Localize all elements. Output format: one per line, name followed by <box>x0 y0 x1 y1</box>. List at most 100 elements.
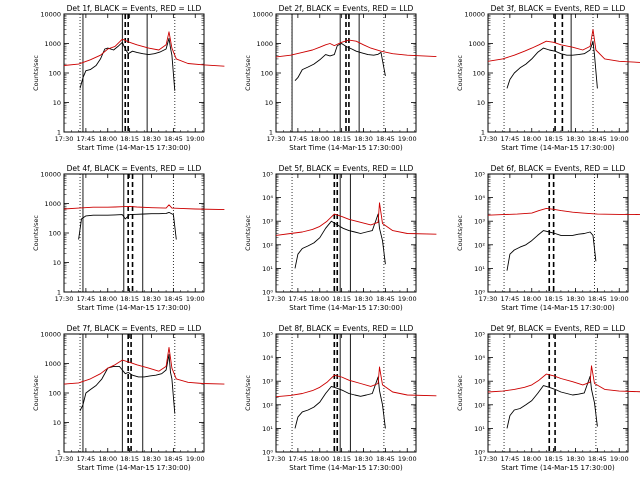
series-line-events <box>294 43 386 82</box>
y-tick-label: 10000 <box>40 331 61 339</box>
chart-title: Det 5f, BLACK = Events, RED = LLD <box>279 164 414 173</box>
plot-frame <box>487 173 629 293</box>
x-tick-label: 17:30 <box>479 135 498 143</box>
chart-title: Det 6f, BLACK = Events, RED = LLD <box>491 164 626 173</box>
y-axis-label: Counts/sec <box>244 215 252 251</box>
x-tick-label: 18:00 <box>98 135 117 143</box>
x-axis-label: Start Time (14-Mar-15 17:30:00) <box>289 144 403 152</box>
x-tick-label: 19:00 <box>398 295 417 303</box>
series-line-lld <box>275 366 437 398</box>
x-tick-label: 17:45 <box>77 135 96 143</box>
x-tick-label: 17:45 <box>501 455 520 463</box>
y-tick-label: 10⁴ <box>474 194 485 202</box>
x-tick-label: 18:45 <box>376 455 395 463</box>
x-tick-label: 18:45 <box>588 135 607 143</box>
series-line-lld <box>63 346 225 385</box>
series-line-events <box>79 354 176 414</box>
y-tick-label: 1000 <box>468 40 485 48</box>
series-line-lld <box>487 365 640 393</box>
x-tick-label: 18:00 <box>310 455 329 463</box>
y-tick-label: 10⁴ <box>262 194 273 202</box>
y-axis-label: Counts/sec <box>32 55 40 91</box>
x-tick-label: 18:00 <box>98 295 117 303</box>
series-line-lld <box>275 202 437 236</box>
chart-title: Det 4f, BLACK = Events, RED = LLD <box>67 164 202 173</box>
chart-panel-4: Det 4f, BLACK = Events, RED = LLD 17:30 17… <box>32 164 225 312</box>
x-tick-label: 18:15 <box>332 295 351 303</box>
x-tick-label: 18:45 <box>376 135 395 143</box>
y-tick-label: 10² <box>474 401 485 409</box>
y-axis-label: Counts/sec <box>32 375 40 411</box>
y-tick-label: 1 <box>57 289 61 297</box>
y-tick-label: 1 <box>481 129 485 137</box>
y-tick-label: 10⁰ <box>474 289 485 297</box>
y-tick-label: 10⁵ <box>262 171 273 179</box>
x-tick-label: 17:45 <box>77 295 96 303</box>
y-tick-label: 100 <box>261 70 273 78</box>
y-tick-label: 100 <box>49 390 61 398</box>
series-line-events <box>79 37 176 91</box>
y-tick-label: 10¹ <box>474 265 485 273</box>
x-tick-label: 17:30 <box>267 455 286 463</box>
x-tick-label: 19:00 <box>186 295 205 303</box>
y-axis-label: Counts/sec <box>32 215 40 251</box>
x-tick-label: 18:30 <box>566 295 585 303</box>
y-tick-label: 10³ <box>262 378 273 386</box>
y-tick-label: 10⁴ <box>262 354 273 362</box>
x-tick-label: 17:45 <box>289 295 308 303</box>
series-line-lld <box>487 28 640 63</box>
x-tick-label: 18:30 <box>566 135 585 143</box>
y-tick-label: 1000 <box>44 360 61 368</box>
y-tick-label: 10⁰ <box>262 289 273 297</box>
x-tick-label: 18:15 <box>544 295 563 303</box>
x-tick-label: 18:30 <box>142 455 161 463</box>
x-tick-label: 18:30 <box>142 135 161 143</box>
x-tick-label: 18:30 <box>354 135 373 143</box>
y-tick-label: 10 <box>53 419 61 427</box>
y-tick-label: 10000 <box>464 11 485 19</box>
chart-title: Det 9f, BLACK = Events, RED = LLD <box>491 324 626 333</box>
x-tick-label: 17:30 <box>55 295 74 303</box>
x-tick-label: 18:45 <box>164 295 183 303</box>
series-line-events <box>294 213 386 269</box>
y-tick-label: 10 <box>53 99 61 107</box>
x-tick-label: 18:15 <box>544 135 563 143</box>
x-tick-label: 18:45 <box>376 295 395 303</box>
x-tick-label: 18:15 <box>120 455 139 463</box>
x-tick-label: 17:30 <box>479 455 498 463</box>
y-axis-label: Counts/sec <box>456 55 464 91</box>
plot-frame <box>487 333 629 453</box>
chart-panel-7: Det 7f, BLACK = Events, RED = LLD 17:30 17… <box>32 324 225 472</box>
chart-panel-5: Det 5f, BLACK = Events, RED = LLD 17:30 17… <box>244 164 437 312</box>
series-line-lld <box>63 31 225 67</box>
y-axis-label: Counts/sec <box>244 55 252 91</box>
chart-title: Det 1f, BLACK = Events, RED = LLD <box>67 4 202 13</box>
chart-panel-2: Det 2f, BLACK = Events, RED = LLD 17:30 17… <box>244 4 437 152</box>
y-tick-label: 10⁵ <box>474 331 485 339</box>
x-tick-label: 18:00 <box>522 295 541 303</box>
x-tick-label: 18:45 <box>164 455 183 463</box>
chart-title: Det 2f, BLACK = Events, RED = LLD <box>279 4 414 13</box>
x-tick-label: 18:45 <box>588 455 607 463</box>
x-tick-label: 18:45 <box>164 135 183 143</box>
y-tick-label: 100 <box>49 70 61 78</box>
y-tick-label: 10³ <box>262 218 273 226</box>
y-tick-label: 10² <box>474 241 485 249</box>
x-axis-label: Start Time (14-Mar-15 17:30:00) <box>77 144 191 152</box>
x-tick-label: 18:00 <box>522 135 541 143</box>
x-tick-label: 19:00 <box>186 455 205 463</box>
y-tick-label: 10000 <box>40 11 61 19</box>
y-tick-label: 100 <box>473 70 485 78</box>
x-tick-label: 19:00 <box>610 455 629 463</box>
series-line-lld <box>63 204 225 211</box>
x-tick-label: 18:30 <box>566 455 585 463</box>
x-tick-label: 18:15 <box>120 135 139 143</box>
y-tick-label: 1 <box>269 129 273 137</box>
x-tick-label: 19:00 <box>610 135 629 143</box>
y-tick-label: 10 <box>53 259 61 267</box>
y-tick-label: 1000 <box>44 200 61 208</box>
x-axis-label: Start Time (14-Mar-15 17:30:00) <box>77 304 191 312</box>
x-axis-label: Start Time (14-Mar-15 17:30:00) <box>77 464 191 472</box>
